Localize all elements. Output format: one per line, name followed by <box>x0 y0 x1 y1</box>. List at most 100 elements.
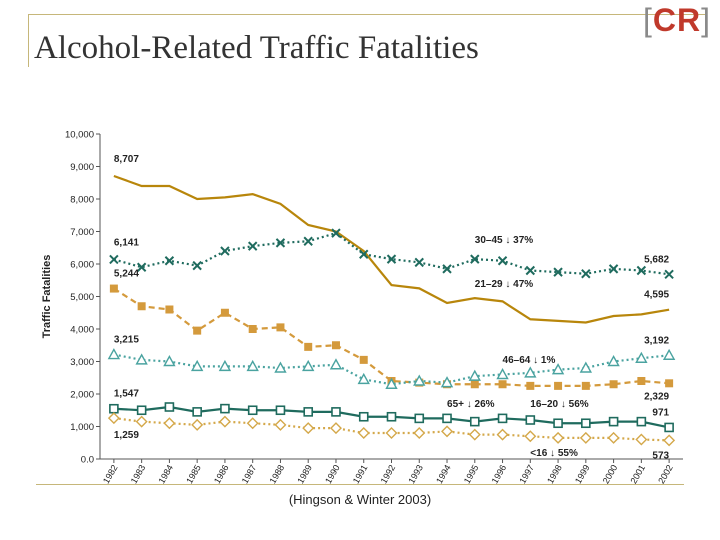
start-value-label: 8,707 <box>114 154 139 165</box>
data-point <box>525 265 536 276</box>
data-point <box>302 359 315 372</box>
data-point <box>304 342 313 351</box>
data-point <box>553 267 563 277</box>
data-point <box>552 431 565 444</box>
data-point <box>469 416 480 427</box>
data-point <box>413 374 426 386</box>
data-point <box>302 422 315 435</box>
data-point <box>248 325 257 333</box>
data-point <box>414 413 425 424</box>
y-tick-label: 7,000 <box>70 227 94 238</box>
data-point <box>636 265 647 276</box>
data-point <box>220 308 229 317</box>
data-point <box>608 264 619 274</box>
data-point <box>579 361 593 373</box>
x-tick-label: 1987 <box>240 463 259 485</box>
data-point <box>274 418 287 431</box>
series-annotation: 16–20 ↓ 56% <box>530 399 588 410</box>
data-point <box>554 381 563 390</box>
data-point <box>468 428 481 441</box>
bottom-rule <box>36 484 684 485</box>
end-value-label: 4,595 <box>644 290 669 301</box>
data-point <box>357 427 370 439</box>
data-point <box>357 372 370 385</box>
y-tick-label: 4,000 <box>70 325 94 336</box>
data-point <box>165 305 174 314</box>
data-point <box>553 418 563 429</box>
data-point <box>107 412 120 425</box>
data-point <box>275 238 286 248</box>
data-point <box>636 416 647 427</box>
data-point <box>135 353 148 365</box>
data-point <box>136 262 147 272</box>
x-tick-label: 1984 <box>156 463 175 485</box>
data-point <box>190 359 204 372</box>
data-point <box>662 348 676 360</box>
y-axis-label: Traffic Fatalities <box>41 255 53 339</box>
end-value-label: 5,682 <box>644 254 669 265</box>
y-tick-label: 1,000 <box>70 422 94 433</box>
data-point <box>637 377 646 385</box>
data-point <box>525 415 536 425</box>
data-point <box>442 264 452 274</box>
data-point <box>331 407 341 417</box>
x-tick-label: 1985 <box>184 463 203 485</box>
data-point <box>498 380 507 389</box>
data-point <box>635 433 648 446</box>
data-point <box>135 415 148 428</box>
x-tick-label: 1996 <box>490 463 509 485</box>
data-point <box>607 355 620 367</box>
series-annotation: 65+ ↓ 26% <box>447 399 495 410</box>
x-tick-label: 1990 <box>323 463 342 485</box>
data-point <box>496 368 509 380</box>
data-point <box>470 380 479 389</box>
data-point <box>246 359 259 372</box>
end-value-label: 971 <box>652 407 669 418</box>
data-point <box>329 358 343 370</box>
data-point <box>551 363 565 375</box>
data-point <box>413 427 426 439</box>
data-point <box>470 254 480 264</box>
data-point <box>163 417 176 430</box>
data-point <box>137 302 146 311</box>
data-point <box>247 405 258 416</box>
data-point <box>608 416 619 427</box>
data-point <box>524 366 537 378</box>
series-annotation: 21–29 ↓ 47% <box>475 279 533 290</box>
data-point <box>581 269 591 279</box>
data-point <box>191 418 204 431</box>
x-tick-label: 1993 <box>406 463 425 485</box>
data-point <box>442 413 452 424</box>
series-annotation: <16 ↓ 55% <box>530 448 578 459</box>
x-tick-label: 1983 <box>129 463 148 485</box>
data-point <box>218 415 231 428</box>
x-tick-label: 1991 <box>351 463 370 485</box>
data-point <box>107 348 121 360</box>
data-point <box>609 380 618 389</box>
x-tick-label: 1995 <box>462 463 481 485</box>
data-point <box>385 427 398 439</box>
data-point <box>109 403 119 414</box>
data-point <box>414 257 424 268</box>
data-point <box>331 341 340 350</box>
end-value-label: 573 <box>652 450 669 461</box>
x-tick-label: 2002 <box>656 463 675 485</box>
start-value-label: 5,244 <box>114 269 139 280</box>
data-point <box>136 405 147 416</box>
data-point <box>331 228 341 238</box>
data-point <box>665 379 674 388</box>
data-point <box>164 256 175 266</box>
start-value-label: 1,547 <box>114 389 139 400</box>
y-tick-label: 8,000 <box>70 195 94 206</box>
slide-title: Alcohol-Related Traffic Fatalities <box>34 30 479 66</box>
y-tick-label: 6,000 <box>70 260 94 271</box>
data-point <box>440 376 454 388</box>
y-tick-label: 3,000 <box>70 357 94 368</box>
data-point <box>218 359 232 372</box>
data-point <box>581 381 590 390</box>
data-point <box>359 355 368 364</box>
data-point <box>497 413 508 424</box>
data-point <box>386 254 397 264</box>
data-point <box>581 418 591 429</box>
